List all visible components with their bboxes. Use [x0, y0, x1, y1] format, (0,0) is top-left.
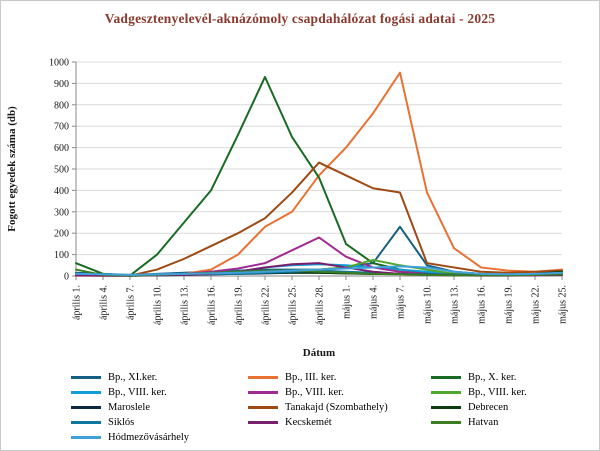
- x-tick-label: április 28.: [315, 285, 326, 325]
- legend-swatch: [248, 405, 278, 409]
- chart-title: Vadgesztenyelevél-aknázómoly csapdahálóz…: [104, 11, 496, 26]
- legend-label: Bp., XI.ker.: [108, 371, 158, 383]
- y-tick-label: 800: [54, 100, 69, 111]
- y-axis: 0 100 200 300 400 500 600 700 800 900 1000: [49, 58, 76, 283]
- legend-swatch: [71, 420, 101, 424]
- series-lines: [75, 71, 563, 277]
- x-tick-label: május 25.: [558, 285, 569, 324]
- legend-item: Bp., XI.ker.: [71, 370, 248, 384]
- series-line-2: [75, 75, 563, 277]
- x-tick-label: április 22.: [261, 285, 272, 325]
- y-tick-label: 0: [64, 272, 69, 283]
- x-tick-label: április 7.: [126, 285, 137, 320]
- legend-label: Bp., X. ker.: [468, 371, 517, 383]
- legend-item: Kecskemét: [248, 415, 431, 429]
- legend-swatch: [431, 375, 461, 379]
- x-tick-label: május 1.: [342, 285, 353, 319]
- x-tick-label: április 10.: [153, 285, 164, 325]
- legend-item: Bp., III. ker.: [248, 370, 431, 384]
- x-tick-label: április 25.: [288, 285, 299, 325]
- legend-label: Bp., VIII. ker.: [285, 386, 344, 398]
- legend-item: Debrecen: [431, 400, 527, 414]
- legend-swatch: [71, 405, 101, 409]
- x-tick-label: április 16.: [207, 285, 218, 325]
- y-tick-label: 600: [54, 143, 69, 154]
- legend-swatch: [71, 390, 101, 394]
- legend-item: Bp., X. ker.: [431, 370, 527, 384]
- x-tick-label: május 19.: [504, 285, 515, 324]
- legend-item: Maroslele: [71, 400, 248, 414]
- legend-item: Bp., VIII. ker.: [71, 385, 248, 399]
- legend-label: Siklós: [108, 416, 135, 428]
- legend-label: Hatvan: [468, 416, 499, 428]
- x-axis: április 1. április 4. április 7. április 10…: [72, 276, 569, 325]
- legend-swatch: [71, 435, 101, 439]
- y-tick-label: 700: [54, 122, 69, 133]
- legend-swatch: [248, 420, 278, 424]
- legend-swatch: [431, 390, 461, 394]
- y-axis-title: Fogott egyedek száma (db): [6, 106, 18, 232]
- legend-label: Hódmezővásárhely: [108, 431, 190, 443]
- y-tick-label: 200: [54, 229, 69, 240]
- legend-swatch: [431, 405, 461, 409]
- legend-swatch: [431, 420, 461, 424]
- legend-label: Bp., VIII. ker.: [468, 386, 527, 398]
- legend-label: Maroslele: [108, 401, 150, 413]
- x-tick-label: május 16.: [477, 285, 488, 324]
- chart-canvas: 0 100 200 300 400 500 600 700 800 900 1000 április …: [6, 58, 569, 360]
- x-tick-label: április 4.: [99, 285, 110, 320]
- x-tick-label: április 19.: [234, 285, 245, 325]
- legend-item: Siklós: [71, 415, 248, 429]
- x-tick-label: május 13.: [450, 285, 461, 324]
- chart-legend: Bp., XI.ker. Bp., III. ker. Bp., X. ker. Bp…: [71, 370, 527, 444]
- y-tick-label: 900: [54, 79, 69, 90]
- series-line-12: [75, 265, 563, 276]
- legend-label: Debrecen: [468, 401, 509, 413]
- x-tick-label: május 10.: [423, 285, 434, 324]
- legend-swatch: [248, 390, 278, 394]
- x-tick-label: május 4.: [369, 285, 380, 319]
- legend-item: Bp., VIII. ker.: [431, 385, 527, 399]
- legend-item: Tanakajd (Szombathely): [248, 400, 431, 414]
- y-tick-label: 300: [54, 207, 69, 218]
- legend-label: Tanakajd (Szombathely): [285, 401, 388, 413]
- y-tick-label: 500: [54, 165, 69, 176]
- x-tick-label: április 13.: [180, 285, 191, 325]
- x-tick-label: május 7.: [396, 285, 407, 319]
- y-tick-label: 400: [54, 186, 69, 197]
- legend-item: Hódmezővásárhely: [71, 430, 248, 444]
- y-tick-label: 1000: [49, 58, 69, 69]
- legend-item: Hatvan: [431, 415, 527, 429]
- series-line-7: [75, 161, 563, 277]
- legend-swatch: [71, 375, 101, 379]
- y-tick-label: 100: [54, 250, 69, 261]
- series-line-1: [75, 71, 563, 277]
- gridlines: [76, 61, 562, 256]
- x-axis-title: Dátum: [303, 347, 335, 359]
- legend-label: Kecskemét: [285, 416, 332, 428]
- legend-label: Bp., VIII. ker.: [108, 386, 167, 398]
- legend-swatch: [248, 375, 278, 379]
- x-tick-label: május 22.: [531, 285, 542, 324]
- legend-item: Bp., VIII. ker.: [248, 385, 431, 399]
- legend-label: Bp., III. ker.: [285, 371, 337, 383]
- x-tick-label: április 1.: [72, 285, 83, 320]
